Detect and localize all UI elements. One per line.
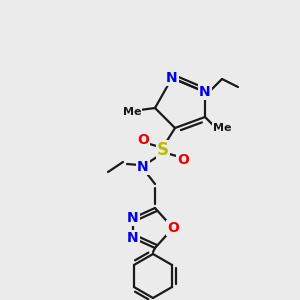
Text: N: N bbox=[127, 231, 139, 245]
Text: S: S bbox=[157, 141, 169, 159]
Text: N: N bbox=[127, 211, 139, 225]
Text: N: N bbox=[137, 160, 149, 174]
Text: Me: Me bbox=[123, 107, 141, 117]
Text: N: N bbox=[166, 71, 178, 85]
Text: O: O bbox=[137, 133, 149, 147]
Text: O: O bbox=[167, 221, 179, 235]
Text: O: O bbox=[177, 153, 189, 167]
Text: Me: Me bbox=[213, 123, 231, 133]
Text: N: N bbox=[199, 85, 211, 99]
